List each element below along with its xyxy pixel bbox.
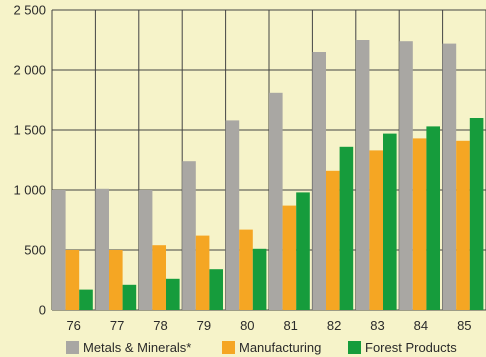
x-tick-label: 80: [240, 318, 254, 333]
bar-forest-products: [79, 289, 93, 310]
bar-metals-minerals: [355, 40, 370, 310]
bar-forest-products: [166, 278, 180, 310]
x-tick-label: 77: [110, 318, 124, 333]
legend-label: Metals & Minerals*: [83, 340, 191, 355]
bar-manufacturing: [412, 138, 427, 310]
bar-metals-minerals: [442, 43, 457, 310]
bar-manufacturing: [195, 235, 210, 310]
y-tick-label: 1 500: [13, 123, 46, 138]
bar-metals-minerals: [52, 190, 66, 310]
bar-forest-products: [339, 146, 354, 310]
y-tick-label: 0: [39, 303, 46, 318]
bar-forest-products: [383, 133, 397, 310]
bar-manufacturing: [326, 170, 340, 310]
y-axis-ticks: 0 500 1 000 1 500 2 000 2 500: [13, 3, 46, 318]
bar-manufacturing: [65, 250, 80, 310]
bar-forest-products: [209, 269, 223, 310]
bar-forest-products: [252, 248, 267, 310]
legend-swatch: [222, 341, 235, 354]
bar-metals-minerals: [95, 188, 109, 310]
x-tick-label: 83: [370, 318, 384, 333]
legend: Metals & Minerals* Manufacturing Forest Pr…: [66, 340, 457, 355]
y-tick-label: 1 000: [13, 183, 46, 198]
bar-metals-minerals: [269, 92, 283, 310]
bar-metals-minerals: [225, 120, 240, 311]
x-tick-label: 81: [283, 318, 297, 333]
bar-metals-minerals: [312, 52, 326, 310]
bar-manufacturing: [282, 205, 297, 310]
bar-manufacturing: [239, 229, 253, 310]
y-tick-label: 500: [24, 243, 46, 258]
bar-forest-products: [296, 192, 310, 310]
x-tick-label: 82: [327, 318, 341, 333]
bar-metals-minerals: [399, 41, 413, 310]
legend-swatch: [66, 341, 79, 354]
bar-manufacturing: [109, 250, 123, 310]
x-tick-label: 79: [197, 318, 211, 333]
bar-manufacturing: [152, 245, 166, 310]
x-tick-label: 85: [457, 318, 471, 333]
bars: [52, 40, 484, 311]
y-tick-label: 2 500: [13, 3, 46, 18]
x-tick-label: 78: [153, 318, 167, 333]
legend-label: Manufacturing: [239, 340, 321, 355]
x-axis-ticks: 76 77 78 79 80 81 82 83 84 85: [66, 318, 471, 333]
legend-swatch: [348, 341, 361, 354]
bar-manufacturing: [369, 150, 383, 310]
x-tick-label: 84: [414, 318, 428, 333]
legend-label: Forest Products: [365, 340, 457, 355]
bar-forest-products: [469, 118, 484, 310]
y-tick-label: 2 000: [13, 63, 46, 78]
bar-manufacturing: [456, 140, 470, 310]
bar-forest-products: [122, 284, 137, 310]
bar-forest-products: [426, 126, 440, 311]
bar-metals-minerals: [138, 190, 153, 310]
bar-metals-minerals: [182, 161, 196, 310]
x-tick-label: 76: [66, 318, 80, 333]
